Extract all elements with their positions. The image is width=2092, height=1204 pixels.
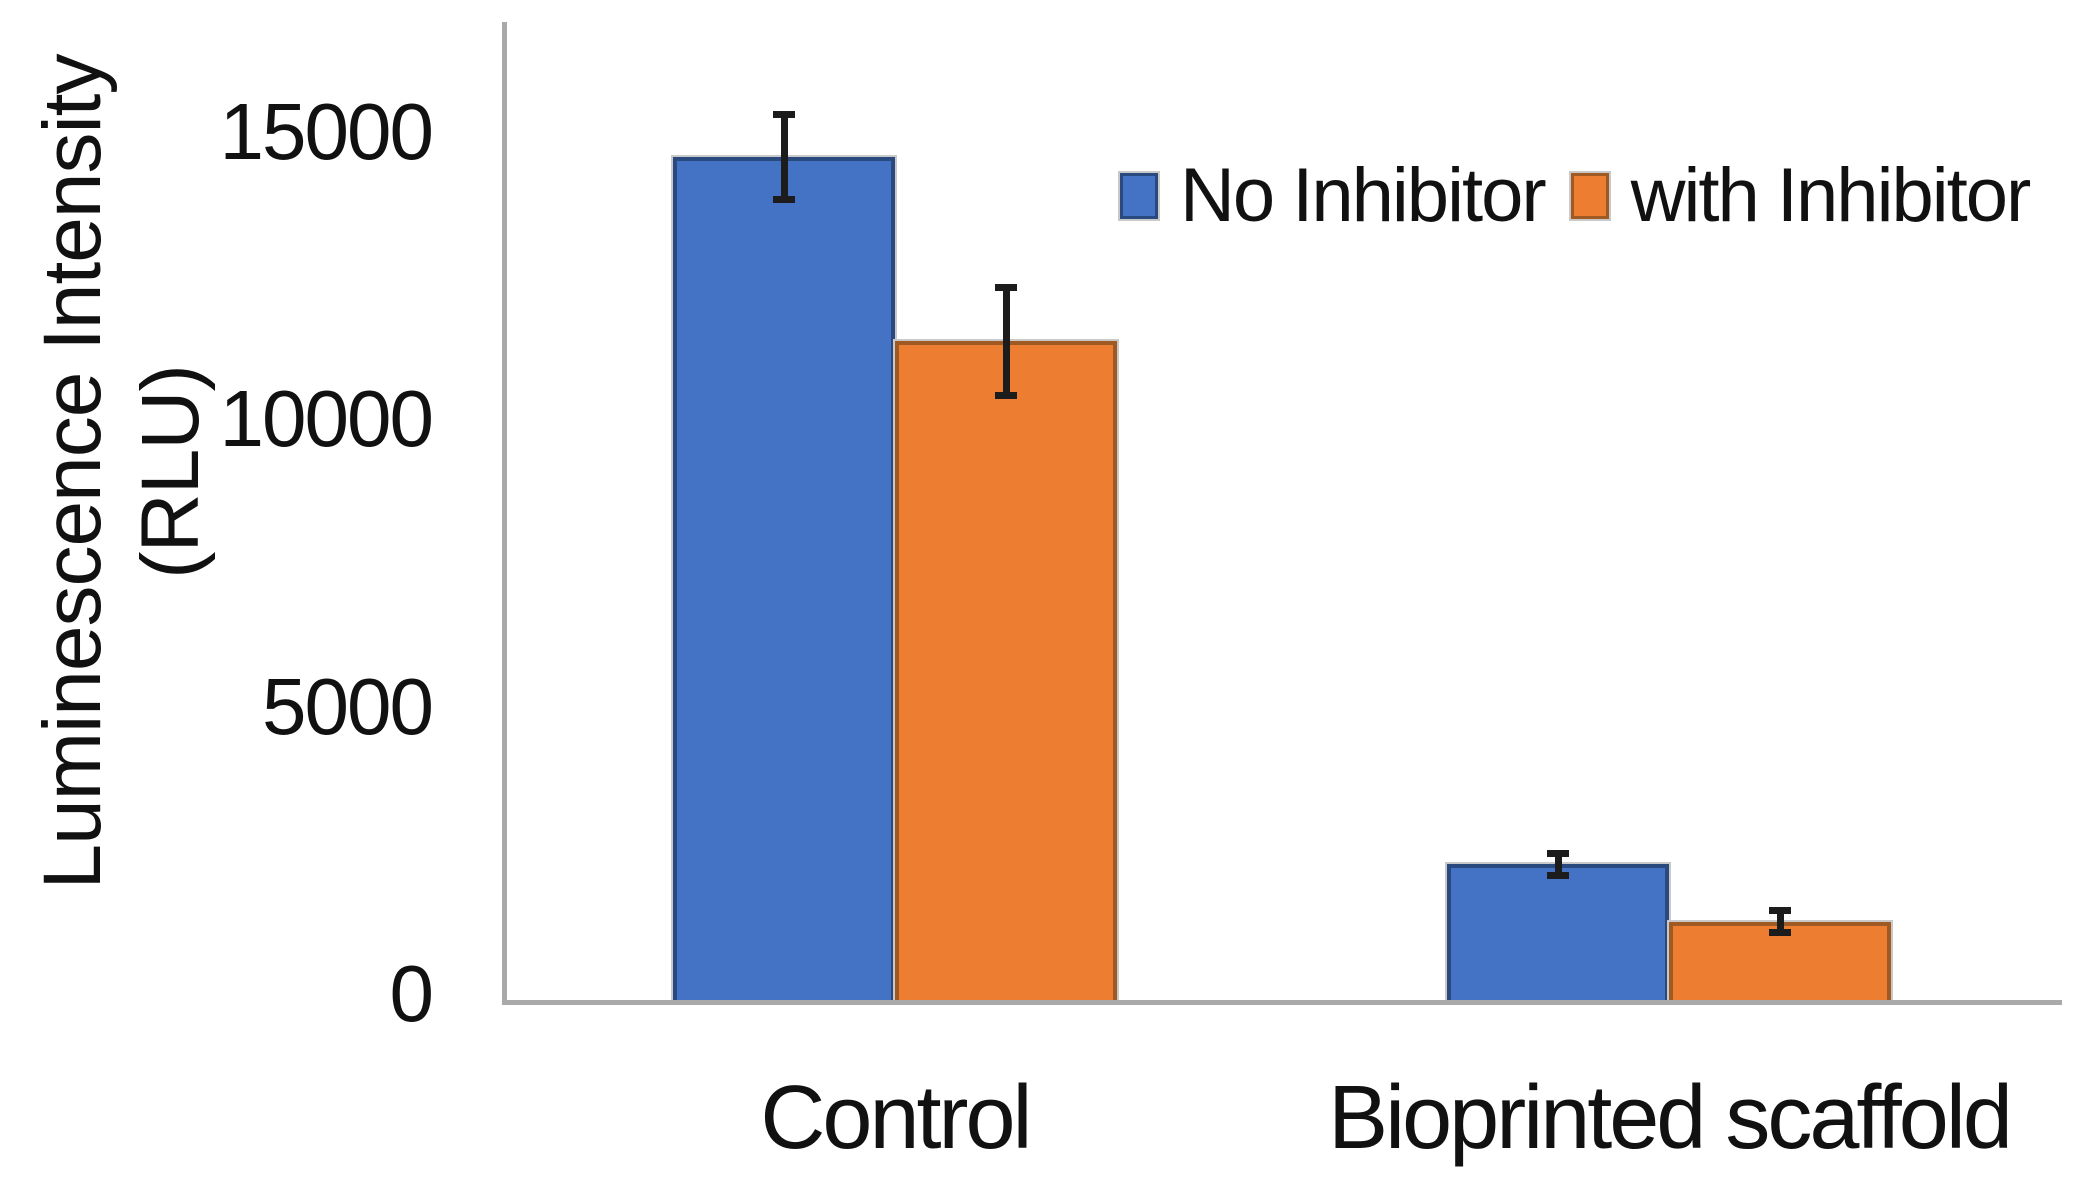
y-tick-label: 15000 <box>219 87 434 176</box>
y-axis-title-line1: Luminescence Intensity <box>27 54 118 890</box>
error-bar <box>780 114 788 201</box>
legend: No Inhibitor with Inhibitor <box>1118 153 2032 238</box>
error-bar-cap-top <box>1547 849 1569 857</box>
y-tick-label: 10000 <box>219 374 434 464</box>
error-bar-cap-bottom <box>995 391 1017 399</box>
y-tick-label: 5000 <box>262 661 434 751</box>
error-bar <box>1002 286 1010 396</box>
legend-label: No Inhibitor <box>1180 153 1547 238</box>
x-category-label: Bioprinted scaffold <box>1328 1068 2013 1168</box>
error-bar-cap-bottom <box>773 196 795 204</box>
error-bar-cap-top <box>773 111 795 119</box>
error-bar-cap-bottom <box>1769 929 1791 937</box>
bar-control-no-inhibitor <box>671 155 897 1004</box>
legend-item: with Inhibitor <box>1568 153 2032 238</box>
legend-label: with Inhibitor <box>1630 153 2032 238</box>
x-axis-line <box>502 1000 2062 1005</box>
x-category-label: Control <box>760 1068 1032 1168</box>
bar-control-with-inhibitor <box>893 339 1119 1004</box>
legend-swatch <box>1118 171 1160 221</box>
y-axis-title-line2: (RLU) <box>125 365 216 579</box>
y-axis-title: Luminescence Intensity (RLU) <box>24 55 220 890</box>
error-bar-cap-top <box>1769 907 1791 915</box>
y-tick-label: 0 <box>389 949 435 1038</box>
error-bar-cap-top <box>995 283 1017 291</box>
error-bar <box>1776 910 1784 934</box>
bar-bioprinted-scaffold-no-inhibitor <box>1445 862 1671 1004</box>
y-axis-line <box>502 22 507 1005</box>
error-bar-cap-bottom <box>1547 871 1569 879</box>
legend-item: No Inhibitor <box>1118 153 1547 238</box>
legend-swatch <box>1568 171 1611 221</box>
error-bar <box>1554 852 1562 876</box>
